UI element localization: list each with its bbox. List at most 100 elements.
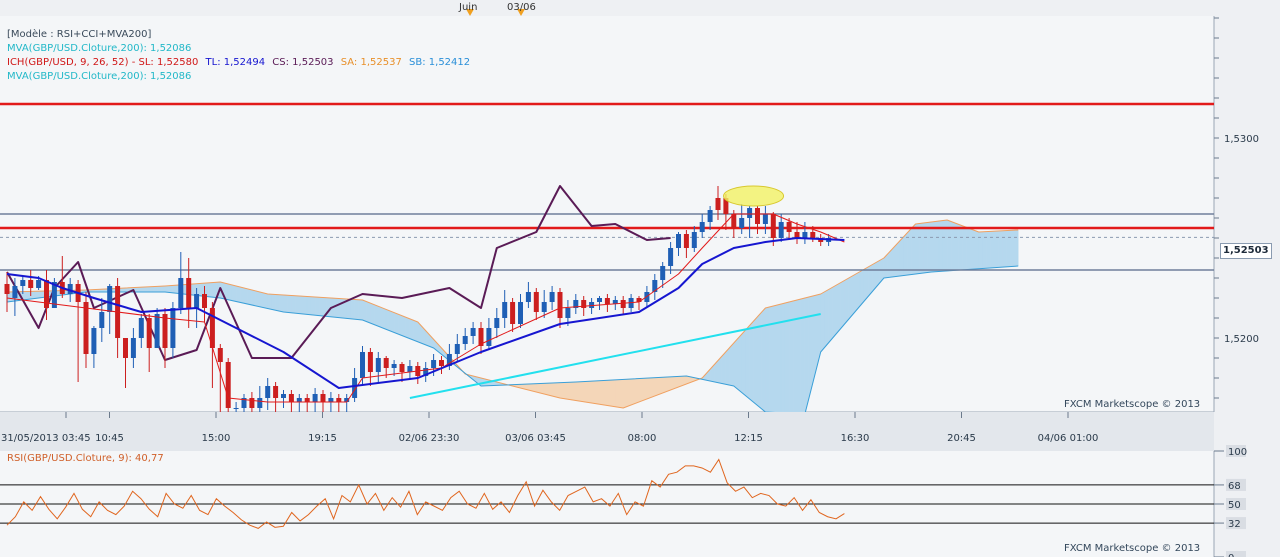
candle-bullish[interactable] (99, 312, 105, 328)
candle-bearish[interactable] (810, 232, 816, 238)
candle-bullish[interactable] (454, 344, 460, 354)
candle-bearish[interactable] (146, 318, 152, 348)
candle-bearish[interactable] (186, 278, 192, 308)
candle-bearish[interactable] (510, 302, 516, 324)
candle-bullish[interactable] (36, 280, 42, 288)
candle-bearish[interactable] (217, 348, 223, 362)
candle-bearish[interactable] (304, 398, 310, 402)
candle-bullish[interactable] (296, 398, 302, 402)
candle-bullish[interactable] (612, 300, 618, 304)
candle-bearish[interactable] (715, 198, 721, 210)
candle-bearish[interactable] (683, 234, 689, 248)
candle-bullish[interactable] (12, 286, 18, 298)
candle-bullish[interactable] (502, 302, 508, 318)
candle-bearish[interactable] (604, 298, 610, 304)
candle-bullish[interactable] (676, 234, 681, 248)
candle-bullish[interactable] (739, 218, 745, 228)
candle-bearish[interactable] (794, 232, 800, 238)
candle-bullish[interactable] (668, 248, 674, 266)
candle-bullish[interactable] (431, 360, 437, 368)
candle-bullish[interactable] (470, 328, 476, 336)
candle-bearish[interactable] (367, 352, 373, 372)
candle-bullish[interactable] (660, 266, 666, 280)
candle-bullish[interactable] (391, 364, 397, 368)
candle-bearish[interactable] (557, 292, 563, 318)
candle-bearish[interactable] (209, 308, 215, 348)
candle-bullish[interactable] (494, 318, 500, 328)
candle-bearish[interactable] (336, 398, 342, 402)
candle-bearish[interactable] (620, 300, 626, 308)
candle-bearish[interactable] (786, 222, 792, 232)
candle-bearish[interactable] (162, 314, 168, 348)
candle-bullish[interactable] (20, 280, 26, 286)
candle-bearish[interactable] (636, 298, 642, 302)
candle-bearish[interactable] (28, 280, 34, 288)
candle-bullish[interactable] (281, 394, 286, 398)
candle-bullish[interactable] (541, 302, 547, 312)
candle-bullish[interactable] (573, 300, 579, 308)
candle-bearish[interactable] (399, 364, 405, 372)
candle-bullish[interactable] (51, 282, 57, 308)
candle-bearish[interactable] (723, 198, 729, 214)
candle-bullish[interactable] (525, 292, 531, 302)
candle-bullish[interactable] (257, 398, 263, 408)
candle-bullish[interactable] (691, 232, 697, 248)
candle-bullish[interactable] (375, 358, 381, 372)
candle-bullish[interactable] (67, 284, 73, 294)
candle-bearish[interactable] (439, 360, 444, 366)
candle-bearish[interactable] (202, 294, 207, 308)
candle-bullish[interactable] (699, 222, 705, 232)
candle-bullish[interactable] (352, 378, 358, 398)
candle-bearish[interactable] (123, 338, 128, 358)
candle-bullish[interactable] (91, 328, 97, 354)
candle-bullish[interactable] (423, 368, 429, 376)
candle-bullish[interactable] (241, 398, 247, 408)
candle-bearish[interactable] (770, 214, 776, 238)
candle-bullish[interactable] (328, 398, 334, 402)
candle-bullish[interactable] (565, 308, 571, 318)
candle-bearish[interactable] (581, 300, 587, 308)
candle-bullish[interactable] (518, 302, 523, 324)
candle-bullish[interactable] (344, 398, 350, 402)
candle-bullish[interactable] (707, 210, 713, 222)
candle-bullish[interactable] (446, 354, 452, 366)
juin-marker-icon[interactable] (466, 9, 474, 16)
candle-bullish[interactable] (194, 294, 200, 308)
candle-bullish[interactable] (178, 278, 184, 308)
highlight-ellipse[interactable] (723, 185, 785, 207)
candle-bullish[interactable] (802, 232, 808, 238)
date-marker-icon[interactable] (517, 9, 525, 16)
candle-bullish[interactable] (312, 394, 318, 402)
candle-bearish[interactable] (83, 302, 89, 354)
candle-bearish[interactable] (44, 280, 49, 308)
candle-bullish[interactable] (486, 328, 492, 346)
candle-bearish[interactable] (755, 208, 760, 224)
candle-bullish[interactable] (138, 318, 144, 338)
candle-bearish[interactable] (533, 292, 539, 312)
candle-bearish[interactable] (383, 358, 389, 368)
candle-bullish[interactable] (233, 408, 239, 409)
candle-bullish[interactable] (360, 352, 365, 378)
candle-bearish[interactable] (731, 214, 737, 228)
candle-bullish[interactable] (170, 308, 176, 348)
candle-bullish[interactable] (778, 222, 784, 238)
candle-bullish[interactable] (589, 302, 595, 308)
candle-bullish[interactable] (549, 292, 555, 302)
candle-bullish[interactable] (652, 280, 658, 292)
candle-bearish[interactable] (320, 394, 326, 402)
candle-bullish[interactable] (107, 286, 113, 312)
candle-bullish[interactable] (154, 314, 160, 348)
candle-bearish[interactable] (4, 284, 10, 294)
candle-bearish[interactable] (288, 394, 294, 402)
candle-bullish[interactable] (597, 298, 602, 302)
candle-bearish[interactable] (225, 362, 231, 408)
candle-bullish[interactable] (762, 214, 768, 224)
candle-bullish[interactable] (462, 336, 468, 344)
candle-bullish[interactable] (130, 338, 136, 358)
candle-bearish[interactable] (249, 398, 255, 408)
candle-bullish[interactable] (265, 386, 271, 398)
candle-bearish[interactable] (478, 328, 484, 346)
candle-bullish[interactable] (747, 208, 753, 218)
candle-bullish[interactable] (407, 366, 413, 372)
